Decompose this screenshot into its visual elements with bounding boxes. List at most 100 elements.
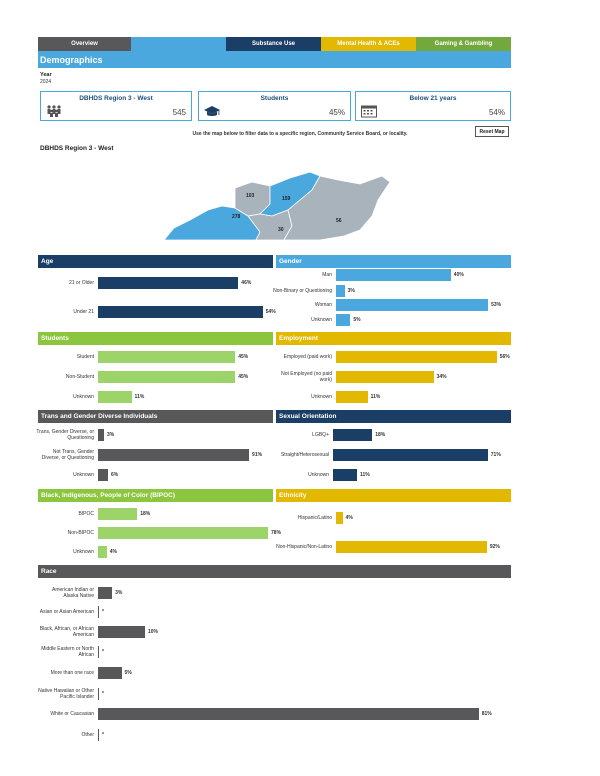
gender-bar-value: 53% [491,302,502,308]
trans-bar[interactable] [98,469,108,481]
nav-tab[interactable]: Gaming & Gambling [416,37,511,51]
students-bar-value: 45% [238,354,249,360]
map-instruction: Use the map below to filter data to a sp… [192,131,408,137]
race-panel-header: Race [38,565,511,578]
gender-bar-value: 40% [453,272,464,278]
card-value: 45% [328,108,345,117]
orientation-bar[interactable] [333,429,373,441]
race-bar[interactable] [98,688,99,700]
gender-bar[interactable] [336,285,345,297]
bipoc-row-label: Unknown [73,549,94,555]
bipoc-bar[interactable] [98,508,138,520]
bipoc-panel-header: Black, Indigenous, People of Color (BIPO… [38,489,273,502]
trans-bar-value: 91% [252,452,263,458]
employment-bar[interactable] [336,371,434,383]
card-title: DBHDS Region 3 - West [79,95,153,102]
age-row-label: Under 21 [73,309,94,315]
orientation-bar-value: 18% [375,432,386,438]
bipoc-row-label: BIPOC [78,511,94,517]
ethnicity-bar[interactable] [336,512,343,524]
race-bar-value: * [102,691,104,697]
race-row-label: Black, African, or African American [39,626,94,638]
trans-bar[interactable] [98,429,104,441]
ethnicity-bar-value: 4% [345,515,353,521]
year-value[interactable]: 2024 [40,79,52,85]
nav-tab[interactable]: Substance Use [226,37,321,51]
bipoc-bar-value: 4% [109,549,117,555]
gender-bar[interactable] [336,299,489,311]
race-row-label: Asian or Asian American [39,609,94,615]
map-region-56[interactable] [283,175,391,241]
race-bar[interactable] [98,667,122,679]
race-bar[interactable] [98,729,99,741]
ethnicity-bar[interactable] [336,541,487,553]
age-bar[interactable] [98,306,263,318]
trans-bar-value: 3% [107,432,115,438]
reset-map-button[interactable]: Reset Map [475,126,509,137]
card-value: 54% [488,108,505,117]
map-title: DBHDS Region 3 - West [40,145,114,152]
page-title: Demographics [38,51,511,68]
map-label: 159 [282,196,291,202]
students-bar-value: 45% [238,374,249,380]
race-bar[interactable] [98,626,145,638]
students-bar[interactable] [98,391,132,403]
orientation-bar[interactable] [333,449,488,461]
employment-bar-value: 56% [499,354,510,360]
ethnicity-bar-value: 92% [489,544,500,550]
employment-bar[interactable] [336,391,368,403]
students-card: Students 45% [198,91,351,121]
employment-row-label: Not Employed (no paid work) [281,371,332,383]
gender-bar[interactable] [336,269,451,281]
nav-tab[interactable]: Overview [38,37,131,51]
age-bar[interactable] [98,277,239,289]
employment-bar[interactable] [336,351,497,363]
students-row-label: Student [76,354,94,360]
trans-panel-header: Trans and Gender Diverse Individuals [38,410,273,423]
trans-bar-value: 6% [110,472,119,478]
orientation-bar[interactable] [333,469,357,481]
nav-tab[interactable]: Mental Health & ACEs [321,37,416,51]
trans-row-label: Unknown [73,472,94,478]
employment-bar-value: 34% [436,374,447,380]
age-bar-value: 46% [241,280,252,286]
race-bar[interactable] [98,646,99,658]
race-bar-value: 81% [481,711,492,717]
age-row-label: 21 or Older [68,280,94,286]
region-map[interactable]: 103 159 278 30 56 [160,170,392,246]
region-card: DBHDS Region 3 - West 545 [40,91,192,121]
trans-bar[interactable] [98,449,250,461]
trans-row-label: Not Trans, Gender Diverse, or Questionin… [41,449,94,461]
bipoc-bar[interactable] [98,527,269,539]
gender-row-label: Non-Binary or Questioning [273,288,332,294]
race-bar[interactable] [98,606,99,618]
nav-tab[interactable] [131,37,226,51]
employment-row-label: Unknown [311,394,332,400]
race-bar-value: * [102,732,104,738]
race-bar[interactable] [98,708,479,720]
students-bar-value: 11% [134,394,145,400]
students-bar[interactable] [98,351,236,363]
students-bar[interactable] [98,371,236,383]
students-row-label: Unknown [73,394,94,400]
map-label: 103 [246,193,255,199]
race-row-label: Other [81,732,94,738]
orientation-row-label: LGBQ+ [312,432,329,438]
employment-panel-header: Employment [276,332,511,345]
race-bar[interactable] [98,587,113,599]
gender-bar-value: 5% [353,317,361,323]
race-row-label: Middle Eastern or North African [41,646,94,658]
race-bar-value: * [102,609,104,615]
bipoc-bar-value: 18% [140,511,151,517]
race-row-label: American Indian or Alaska Native [52,587,94,599]
bipoc-bar[interactable] [98,546,107,558]
ethnicity-row-label: Hispanic/Latino [297,515,332,521]
age-panel-header: Age [38,255,273,268]
card-value: 545 [172,108,186,117]
race-bar-value: 3% [115,590,123,596]
gender-row-label: Woman [314,302,332,308]
top-nav: Overview Substance Use Mental Health & ACE… [38,37,511,51]
race-row-label: More than one race [50,670,94,676]
calendar-icon [361,105,377,118]
gender-bar[interactable] [336,314,351,326]
